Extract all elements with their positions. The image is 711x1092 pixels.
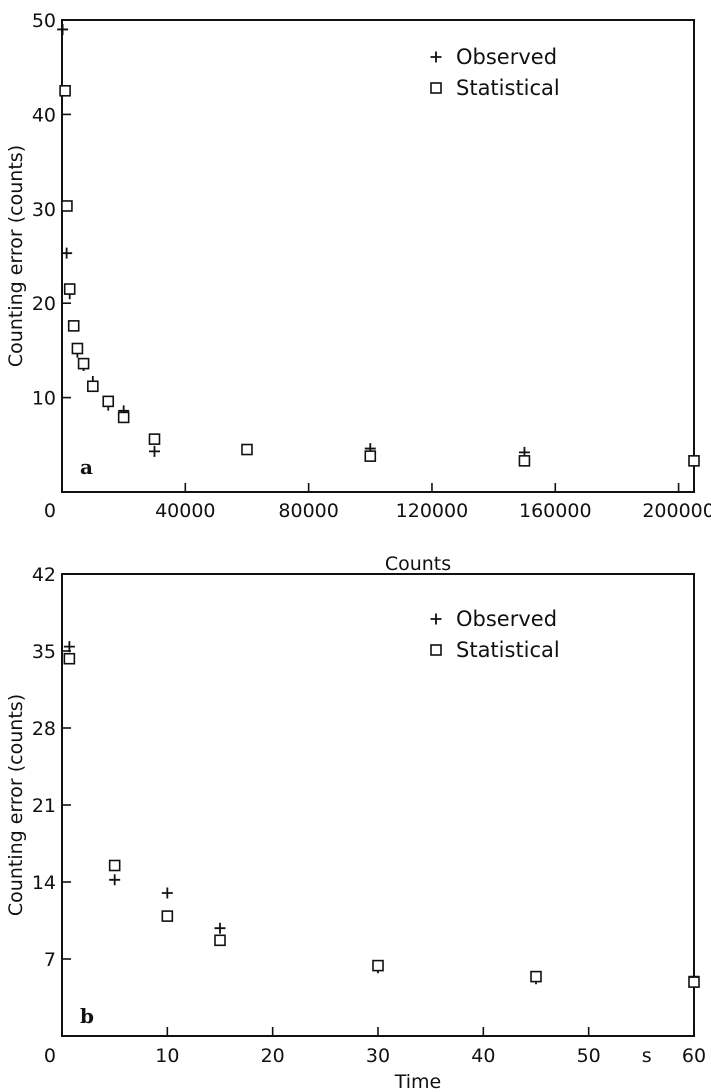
y-tick-label: 7 <box>44 949 56 971</box>
statistical-point <box>372 959 384 972</box>
panel-label: a <box>80 455 93 479</box>
legend: Observed Statistical <box>430 607 560 662</box>
statistical-point <box>518 455 531 467</box>
panel-label: b <box>80 1004 94 1028</box>
statistical-point <box>108 859 121 872</box>
statistical-point <box>77 357 90 370</box>
observed-point <box>148 445 160 457</box>
statistical-point <box>87 380 99 393</box>
y-tick-label: 28 <box>32 718 56 740</box>
statistical-point <box>241 443 253 456</box>
statistical-point <box>161 910 174 922</box>
x-tick-label: 60 <box>682 1045 706 1067</box>
x-tick-label: 160000 <box>519 500 592 522</box>
y-tick-label: 10 <box>32 388 56 410</box>
x-tick-label: 0 <box>44 1045 56 1067</box>
x-tick-label: 20 <box>261 1045 285 1067</box>
observed-point <box>161 887 173 899</box>
statistical-point <box>61 200 73 212</box>
statistical-point <box>530 970 542 983</box>
series-statistical <box>63 652 700 988</box>
statistical-point <box>67 320 80 332</box>
y-tick-label: 14 <box>32 872 56 894</box>
observed-point <box>57 23 69 35</box>
series-observed <box>57 23 700 466</box>
statistical-point <box>63 652 76 665</box>
statistical-point <box>71 342 84 355</box>
y-tick-label: 40 <box>32 104 56 126</box>
y-tick-label: 21 <box>32 795 56 817</box>
series-observed <box>63 641 700 985</box>
x-tick-label: 120000 <box>396 500 469 522</box>
chart-panel-b: 0 10 20 30 40 50 60 7 14 21 28 35 42 s Time Counting er… <box>5 564 706 1092</box>
x-tick-label: 50 <box>577 1045 601 1067</box>
legend-label-statistical: Statistical <box>456 638 560 662</box>
legend: Observed Statistical <box>430 45 560 100</box>
x-tick-label: 10 <box>155 1045 179 1067</box>
y-tick-label: 50 <box>32 10 56 32</box>
observed-point <box>109 874 121 886</box>
legend-label-statistical: Statistical <box>456 76 560 100</box>
observed-point <box>63 641 75 653</box>
statistical-point <box>102 395 115 408</box>
y-tick-label: 35 <box>32 641 56 663</box>
x-tick-label: 200000 <box>642 500 711 522</box>
plot-frame <box>61 19 695 493</box>
statistical-point <box>364 450 377 462</box>
x-unit-label: s <box>642 1045 652 1067</box>
x-tick-label: 0 <box>44 500 56 522</box>
statistical-point <box>214 934 226 947</box>
y-tick-label: 20 <box>32 293 56 315</box>
statistical-point <box>688 455 700 467</box>
y-axis-title: Counting error (counts) <box>5 694 27 916</box>
series-statistical <box>59 85 700 467</box>
observed-point <box>214 922 226 934</box>
statistical-point <box>688 976 700 988</box>
y-axis-title: Counting error (counts) <box>5 145 27 367</box>
x-tick-label: 40000 <box>155 500 215 522</box>
x-axis-title: Time <box>394 1071 442 1092</box>
statistical-point <box>148 433 161 445</box>
statistical-point <box>63 283 76 295</box>
statistical-point <box>59 85 71 97</box>
y-tick-label: 42 <box>32 564 56 586</box>
x-tick-label: 30 <box>366 1045 390 1067</box>
x-tick-label: 80000 <box>278 500 338 522</box>
x-axis-title: Counts <box>385 553 451 575</box>
statistical-point <box>430 644 442 656</box>
statistical-point <box>117 411 130 424</box>
legend-label-observed: Observed <box>456 607 557 631</box>
legend-label-observed: Observed <box>456 45 557 69</box>
observed-point <box>430 613 442 625</box>
observed-point <box>430 51 442 63</box>
y-tick-label: 30 <box>32 199 56 221</box>
statistical-point <box>430 82 442 94</box>
chart-panel-a: 0 40000 80000 120000 160000 200000 10 20 30 40 50 C… <box>5 10 711 575</box>
observed-point <box>61 247 73 259</box>
x-tick-label: 40 <box>471 1045 495 1067</box>
